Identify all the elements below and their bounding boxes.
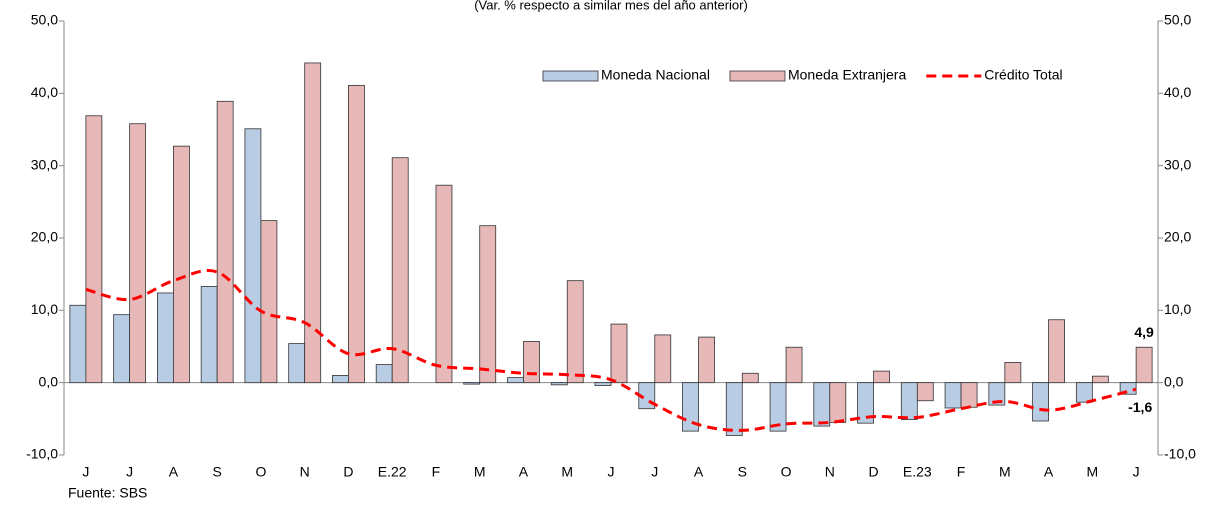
x-tick-label: D (868, 464, 878, 480)
x-tick-label: A (1044, 464, 1054, 480)
y-tick-label: 10,0 (31, 301, 58, 317)
bar (244, 128, 262, 384)
bar (698, 336, 715, 384)
y-tick-label: 0,0 (39, 373, 59, 389)
x-tick-label: A (519, 464, 529, 480)
bar (1075, 382, 1093, 403)
bar (288, 343, 306, 384)
x-tick-label: A (169, 464, 179, 480)
legend-label: Moneda Nacional (601, 67, 710, 83)
bar (960, 382, 978, 408)
y2-tick-label: -10,0 (1164, 446, 1196, 462)
bar (813, 382, 831, 427)
x-tick-label: M (999, 464, 1011, 480)
y2-tick-label: 40,0 (1164, 84, 1191, 100)
x-tick-label: J (126, 464, 133, 480)
chart-subtitle: (Var. % respecto a similar mes del año a… (474, 0, 748, 12)
x-tick-label: J (608, 464, 615, 480)
bar (260, 220, 278, 384)
y2-tick-label: 50,0 (1164, 12, 1191, 28)
bar (610, 323, 628, 384)
bar (216, 100, 234, 384)
bar (857, 382, 874, 424)
y2-tick-label: 20,0 (1164, 229, 1191, 245)
bar (1048, 319, 1065, 384)
bar (550, 382, 568, 386)
bar (129, 123, 147, 384)
bar (1135, 346, 1153, 384)
bar (944, 382, 962, 409)
x-tick-label: M (1087, 464, 1099, 480)
bar (479, 225, 497, 384)
bar (375, 364, 393, 384)
bar (1119, 382, 1137, 395)
bar (725, 382, 743, 436)
x-tick-label: S (738, 464, 747, 480)
legend-label: Crédito Total (984, 67, 1062, 83)
line (85, 269, 1137, 432)
x-tick-label: A (694, 464, 704, 480)
bar (156, 292, 174, 384)
legend-swatch (729, 70, 786, 82)
bar (200, 286, 218, 384)
bar (988, 382, 1006, 406)
bar (654, 334, 672, 384)
legend-swatch (542, 70, 599, 82)
bar (463, 382, 481, 385)
y-tick-label: 30,0 (31, 156, 58, 172)
data-label: 4,9 (1134, 324, 1154, 340)
bar (873, 370, 890, 384)
legend-label: Moneda Extranjera (788, 67, 907, 83)
bar (900, 382, 918, 420)
x-tick-label: S (212, 464, 221, 480)
y-tick-label: 40,0 (31, 84, 58, 100)
bar (85, 115, 103, 384)
x-tick-label: E.23 (903, 464, 932, 480)
bar (332, 375, 349, 384)
x-tick-label: J (82, 464, 89, 480)
bar (829, 382, 847, 423)
x-tick-label: M (561, 464, 573, 480)
y-tick-label: 50,0 (31, 12, 58, 28)
x-tick-label: J (651, 464, 658, 480)
bar (566, 280, 584, 384)
bar (1004, 362, 1022, 384)
x-tick-label: J (1133, 464, 1140, 480)
bar (113, 314, 131, 384)
bar (69, 304, 87, 384)
data-label: -1,6 (1128, 399, 1152, 415)
x-tick-label: O (255, 464, 266, 480)
x-tick-label: E.22 (378, 464, 407, 480)
y2-tick-label: 0,0 (1164, 373, 1184, 389)
y2-tick-label: 10,0 (1164, 301, 1191, 317)
bar (916, 382, 934, 402)
bar (769, 382, 787, 432)
bar (348, 84, 365, 384)
x-tick-label: O (781, 464, 792, 480)
bar (1091, 375, 1109, 384)
bar (741, 372, 759, 384)
bar (304, 62, 322, 384)
bar (391, 157, 409, 384)
bar (1032, 382, 1049, 422)
x-tick-label: M (474, 464, 486, 480)
y-tick-label: -10,0 (26, 446, 58, 462)
bar (785, 346, 803, 384)
bar (523, 341, 540, 384)
y-tick-label: 20,0 (31, 229, 58, 245)
x-tick-label: F (957, 464, 966, 480)
bar (435, 184, 453, 384)
source-note: Fuente: SBS (68, 485, 147, 501)
x-tick-label: D (343, 464, 353, 480)
bar (594, 382, 612, 386)
bar (172, 145, 190, 384)
x-tick-label: N (300, 464, 310, 480)
x-tick-label: N (825, 464, 835, 480)
x-tick-label: F (432, 464, 441, 480)
y2-tick-label: 30,0 (1164, 156, 1191, 172)
bar (507, 377, 524, 384)
